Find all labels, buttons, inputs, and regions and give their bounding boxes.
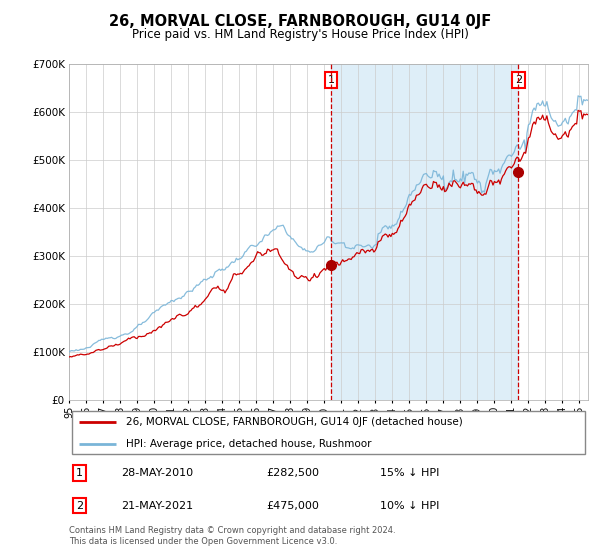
FancyBboxPatch shape: [71, 411, 586, 454]
Text: 21-MAY-2021: 21-MAY-2021: [121, 501, 193, 511]
Text: 1: 1: [328, 75, 335, 85]
Text: 26, MORVAL CLOSE, FARNBOROUGH, GU14 0JF: 26, MORVAL CLOSE, FARNBOROUGH, GU14 0JF: [109, 14, 491, 29]
Text: 2: 2: [76, 501, 83, 511]
Text: 28-MAY-2010: 28-MAY-2010: [121, 468, 193, 478]
Text: Price paid vs. HM Land Registry's House Price Index (HPI): Price paid vs. HM Land Registry's House …: [131, 28, 469, 41]
Text: Contains HM Land Registry data © Crown copyright and database right 2024.
This d: Contains HM Land Registry data © Crown c…: [69, 526, 395, 546]
Text: 1: 1: [76, 468, 83, 478]
Bar: [331, 64, 518, 400]
Text: £282,500: £282,500: [266, 468, 319, 478]
Text: HPI: Average price, detached house, Rushmoor: HPI: Average price, detached house, Rush…: [126, 438, 371, 449]
Text: 10% ↓ HPI: 10% ↓ HPI: [380, 501, 440, 511]
Text: 15% ↓ HPI: 15% ↓ HPI: [380, 468, 440, 478]
Text: £475,000: £475,000: [266, 501, 319, 511]
Text: 26, MORVAL CLOSE, FARNBOROUGH, GU14 0JF (detached house): 26, MORVAL CLOSE, FARNBOROUGH, GU14 0JF …: [126, 417, 463, 427]
Text: 2: 2: [515, 75, 522, 85]
